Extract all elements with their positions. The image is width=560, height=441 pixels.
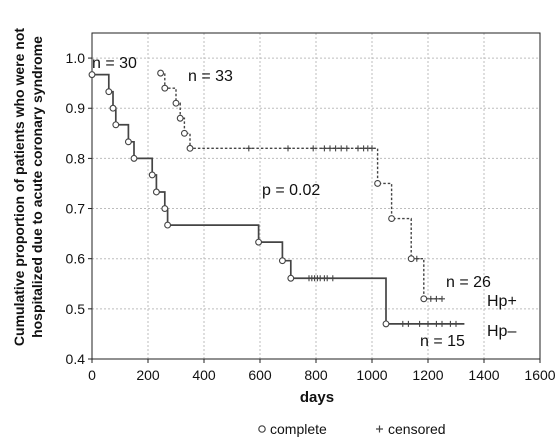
hppos-n-end: n = 26 xyxy=(446,274,491,291)
hppos-censored-mark xyxy=(327,145,333,152)
y-axis: 0.4 0.5 0.6 0.7 0.8 0.9 1.0 xyxy=(66,50,92,367)
hppos-event-point xyxy=(161,84,169,92)
hpneg-event-point xyxy=(382,320,390,328)
hppos-event-point xyxy=(180,129,188,137)
x-axis-label: days xyxy=(300,389,334,406)
y-tick-label: 0.9 xyxy=(66,100,86,116)
hppos-event-point xyxy=(157,69,165,77)
hppos-censored-mark xyxy=(369,145,375,152)
hpneg-event-point xyxy=(148,171,156,179)
hppos-censored-mark xyxy=(245,145,252,152)
hpneg-censored-mark xyxy=(399,320,406,327)
hpneg-event-point xyxy=(164,221,172,229)
hppos-event-point xyxy=(176,114,184,122)
x-tick-label: 1400 xyxy=(468,367,499,383)
x-tick-label: 1000 xyxy=(356,367,387,383)
hpneg-censored-mark xyxy=(453,320,459,327)
hpneg-event-point xyxy=(109,104,117,112)
y-tick-label: 0.5 xyxy=(66,301,86,317)
hppos-censored-mark xyxy=(285,145,291,152)
hppos-censored-mark xyxy=(439,295,445,302)
hpneg-censored-mark xyxy=(329,275,336,282)
y-tick-label: 0.4 xyxy=(66,351,86,367)
pvalue-annotation: p = 0.02 xyxy=(262,182,320,199)
hpneg-event-point xyxy=(130,154,138,162)
hpneg-censored-mark xyxy=(439,320,445,327)
x-tick-label: 200 xyxy=(136,367,160,383)
hppos-event-point xyxy=(388,215,396,223)
hppos-n-start: n = 33 xyxy=(188,68,233,85)
hppos-survival-line xyxy=(160,72,442,300)
hpneg-event-point xyxy=(88,71,96,79)
hpneg-event-point xyxy=(105,88,113,96)
x-tick-label: 1600 xyxy=(524,367,555,383)
hppos-event-point xyxy=(186,144,194,152)
hpneg-censored-mark xyxy=(425,320,431,327)
x-tick-label: 400 xyxy=(192,367,216,383)
hpneg-censored-mark xyxy=(416,320,423,327)
hppos-censored-mark xyxy=(332,145,339,152)
x-tick-label: 0 xyxy=(88,367,96,383)
legend-complete-label: complete xyxy=(270,421,327,437)
hpneg-censored-mark xyxy=(324,275,331,282)
hppos-event-point xyxy=(374,180,382,187)
hpneg-censored-mark xyxy=(433,320,440,327)
hppos-series-label: Hp+ xyxy=(487,293,517,310)
y-axis-label-line2: hospitalized due to acute coronary syndr… xyxy=(29,36,45,338)
hppos-censored-mark xyxy=(433,295,440,302)
hpneg-n-end: n = 15 xyxy=(420,333,465,350)
hppos-censored-mark xyxy=(427,295,434,302)
series-layer xyxy=(88,69,465,328)
hppos-censored-mark xyxy=(310,145,317,152)
hpneg-event-point xyxy=(124,138,132,146)
x-tick-label: 800 xyxy=(304,367,328,383)
hpneg-event-point xyxy=(152,188,160,196)
hppos-event-point xyxy=(420,295,428,303)
hppos-event-point xyxy=(407,255,415,263)
hppos-censored-mark xyxy=(338,145,345,152)
legend-complete-marker xyxy=(258,425,266,433)
hppos-event-point xyxy=(172,99,180,107)
y-tick-label: 0.7 xyxy=(66,201,86,217)
hpneg-censored-mark xyxy=(447,320,454,327)
x-tick-label: 600 xyxy=(248,367,272,383)
y-axis-label-line1: Cumulative proportion of patients who we… xyxy=(11,28,27,346)
hpneg-event-point xyxy=(161,205,169,212)
hppos-censored-mark xyxy=(355,145,361,152)
legend: complete censored xyxy=(258,421,446,437)
hpneg-event-point xyxy=(112,121,120,129)
hpneg-event-point xyxy=(255,238,263,246)
hpneg-series-label: Hp– xyxy=(487,323,516,340)
y-tick-label: 0.6 xyxy=(66,251,86,267)
x-tick-label: 1200 xyxy=(412,367,443,383)
x-axis: 0 200 400 600 800 1000 1200 1400 1600 xyxy=(88,359,556,383)
legend-censored-label: censored xyxy=(388,421,446,437)
hpneg-n-start: n = 30 xyxy=(92,55,137,72)
hpneg-event-point xyxy=(287,274,295,282)
y-tick-label: 1.0 xyxy=(66,50,86,66)
legend-censored-marker xyxy=(376,425,383,433)
hppos-censored-mark xyxy=(321,145,328,152)
hpneg-event-point xyxy=(278,257,286,265)
hppos-censored-mark xyxy=(343,145,350,152)
y-tick-label: 0.8 xyxy=(66,150,86,166)
hpneg-censored-mark xyxy=(405,320,412,327)
hppos-censored-mark xyxy=(413,255,420,262)
grid xyxy=(91,33,541,360)
